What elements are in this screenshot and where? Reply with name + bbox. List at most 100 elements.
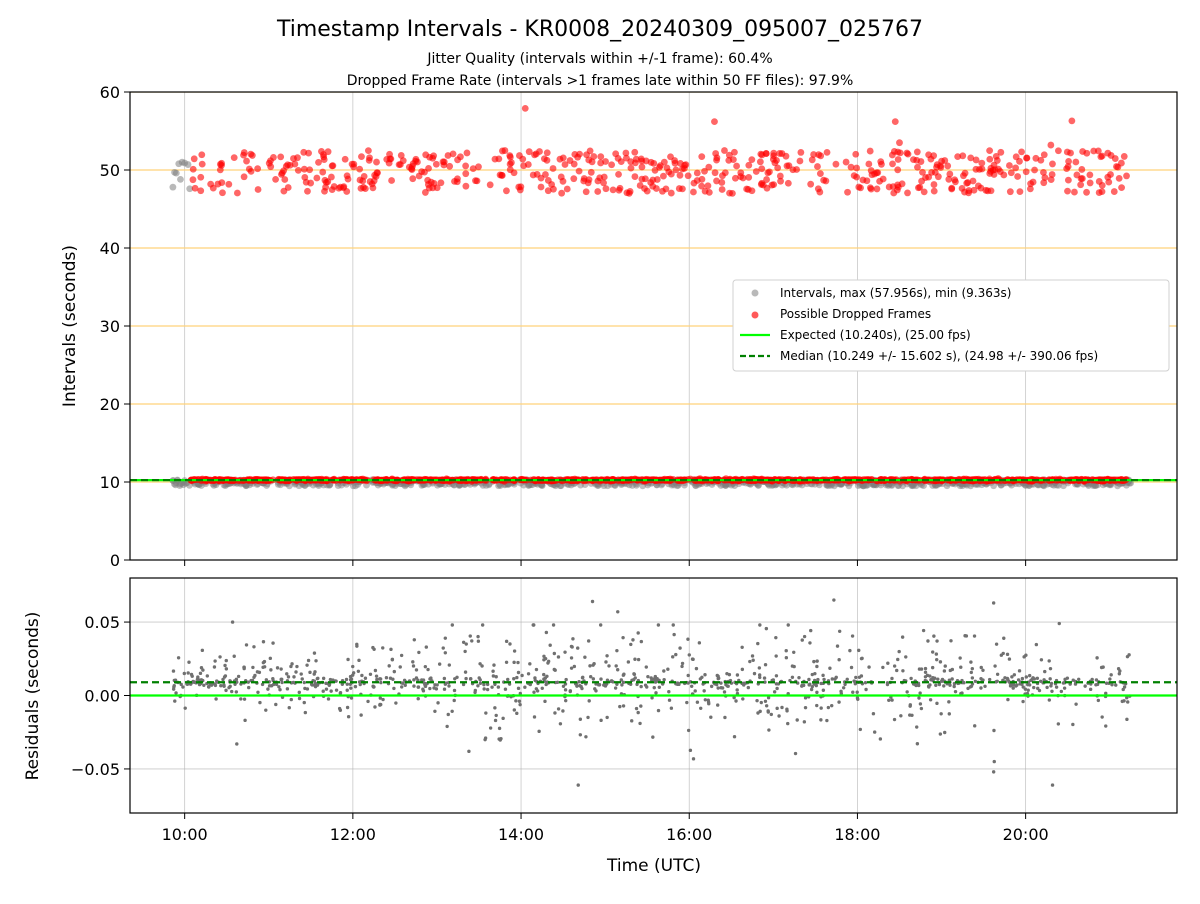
y-tick-label: 30	[100, 317, 120, 336]
dropped-frame-point	[197, 187, 205, 195]
dropped-frame-point	[1123, 172, 1130, 180]
top-y-axis-label: Intervals (seconds)	[60, 245, 80, 407]
residual-point	[416, 696, 420, 701]
residual-point	[190, 674, 194, 678]
residual-point	[181, 685, 185, 689]
residual-point	[780, 705, 784, 710]
residual-point	[667, 698, 672, 702]
residual-point	[351, 664, 355, 669]
dropped-frame-point	[584, 179, 592, 187]
residual-point	[239, 697, 243, 701]
chart-subtitle-dropped: Dropped Frame Rate (intervals >1 frames …	[347, 73, 854, 89]
dropped-frame-point	[191, 184, 199, 192]
residual-point	[253, 673, 257, 678]
residual-point	[757, 666, 762, 670]
residual-point	[230, 620, 235, 624]
dropped-frame-point	[437, 179, 445, 187]
residual-point	[848, 648, 852, 653]
bottom-plot-area	[130, 578, 1177, 813]
dropped-frame-point	[930, 187, 938, 195]
residual-point	[429, 676, 433, 680]
residual-point	[1122, 699, 1126, 703]
residual-point	[412, 678, 416, 682]
residual-point	[932, 676, 937, 680]
dropped-frame-point	[810, 151, 818, 158]
residual-point	[561, 709, 565, 713]
residual-point	[463, 649, 467, 654]
dropped-frame-point	[1107, 152, 1115, 159]
residual-point	[368, 672, 373, 676]
residual-point	[1100, 715, 1104, 719]
residual-point	[594, 689, 598, 693]
dropped-frame-point	[984, 187, 992, 195]
dropped-frame-point	[1090, 147, 1098, 155]
dropped-frame-point	[486, 181, 494, 189]
residual-point	[599, 677, 603, 681]
dropped-frame-point	[1110, 188, 1118, 195]
residual-point	[1050, 689, 1054, 693]
residual-point	[699, 706, 703, 711]
residual-point	[399, 653, 404, 658]
residual-point	[969, 670, 974, 675]
dropped-frame-point	[627, 164, 635, 172]
dropped-frame-point	[745, 173, 753, 181]
residual-point	[416, 678, 420, 682]
residual-point	[375, 677, 379, 682]
residual-point	[428, 686, 432, 691]
residual-point	[379, 680, 383, 685]
residual-point	[1045, 685, 1049, 690]
dropped-frame-point	[913, 156, 921, 164]
dropped-frame-point	[462, 182, 470, 190]
residual-point	[687, 653, 691, 657]
residual-point	[910, 713, 914, 717]
residual-point	[576, 646, 580, 650]
residual-point	[480, 664, 484, 668]
residual-point	[289, 697, 293, 702]
residual-point	[722, 690, 727, 694]
residual-point	[621, 673, 626, 677]
residual-point	[463, 670, 468, 674]
legend-label-expected: Expected (10.240s), (25.00 fps)	[780, 328, 971, 342]
residual-point	[716, 674, 720, 679]
residual-point	[819, 681, 823, 686]
residual-point	[774, 674, 779, 678]
residual-point	[833, 677, 837, 681]
dropped-frame-point	[1083, 149, 1091, 157]
dropped-frame-point	[1026, 185, 1034, 193]
residual-point	[443, 636, 448, 640]
dropped-frame-point	[582, 188, 590, 196]
dropped-frame-point	[576, 150, 583, 158]
residual-point	[412, 684, 416, 688]
dropped-frame-point	[290, 155, 297, 162]
dropped-frame-point	[240, 173, 248, 181]
dropped-frame-point	[254, 186, 262, 193]
top-plot-area	[130, 92, 1177, 560]
residual-point	[512, 649, 517, 653]
dropped-frame-point	[972, 156, 980, 164]
residual-point	[1110, 683, 1114, 687]
residual-point	[302, 680, 306, 685]
dropped-frame-point	[758, 151, 766, 159]
residual-point	[867, 665, 871, 669]
residual-point	[792, 650, 796, 654]
dropped-frame-point	[587, 168, 595, 176]
residual-point	[931, 650, 935, 654]
dropped-frame-point	[348, 160, 356, 168]
residual-point	[485, 687, 490, 692]
residual-point	[952, 684, 956, 689]
residual-point	[469, 677, 473, 681]
residual-point	[703, 673, 707, 677]
residual-point	[646, 674, 650, 679]
dropped-frame-point	[748, 187, 756, 195]
dropped-frame-point	[600, 179, 607, 187]
dropped-frame-point	[622, 149, 630, 157]
residual-point	[294, 670, 298, 674]
residual-point	[497, 726, 502, 731]
residual-point	[316, 676, 320, 681]
residual-point	[904, 655, 908, 659]
bottom-y-axis-label: Residuals (seconds)	[23, 612, 43, 781]
dropped-frame-point	[1049, 160, 1056, 168]
residual-point	[939, 712, 943, 716]
dropped-frame-point	[324, 148, 332, 156]
residual-point	[892, 664, 897, 668]
